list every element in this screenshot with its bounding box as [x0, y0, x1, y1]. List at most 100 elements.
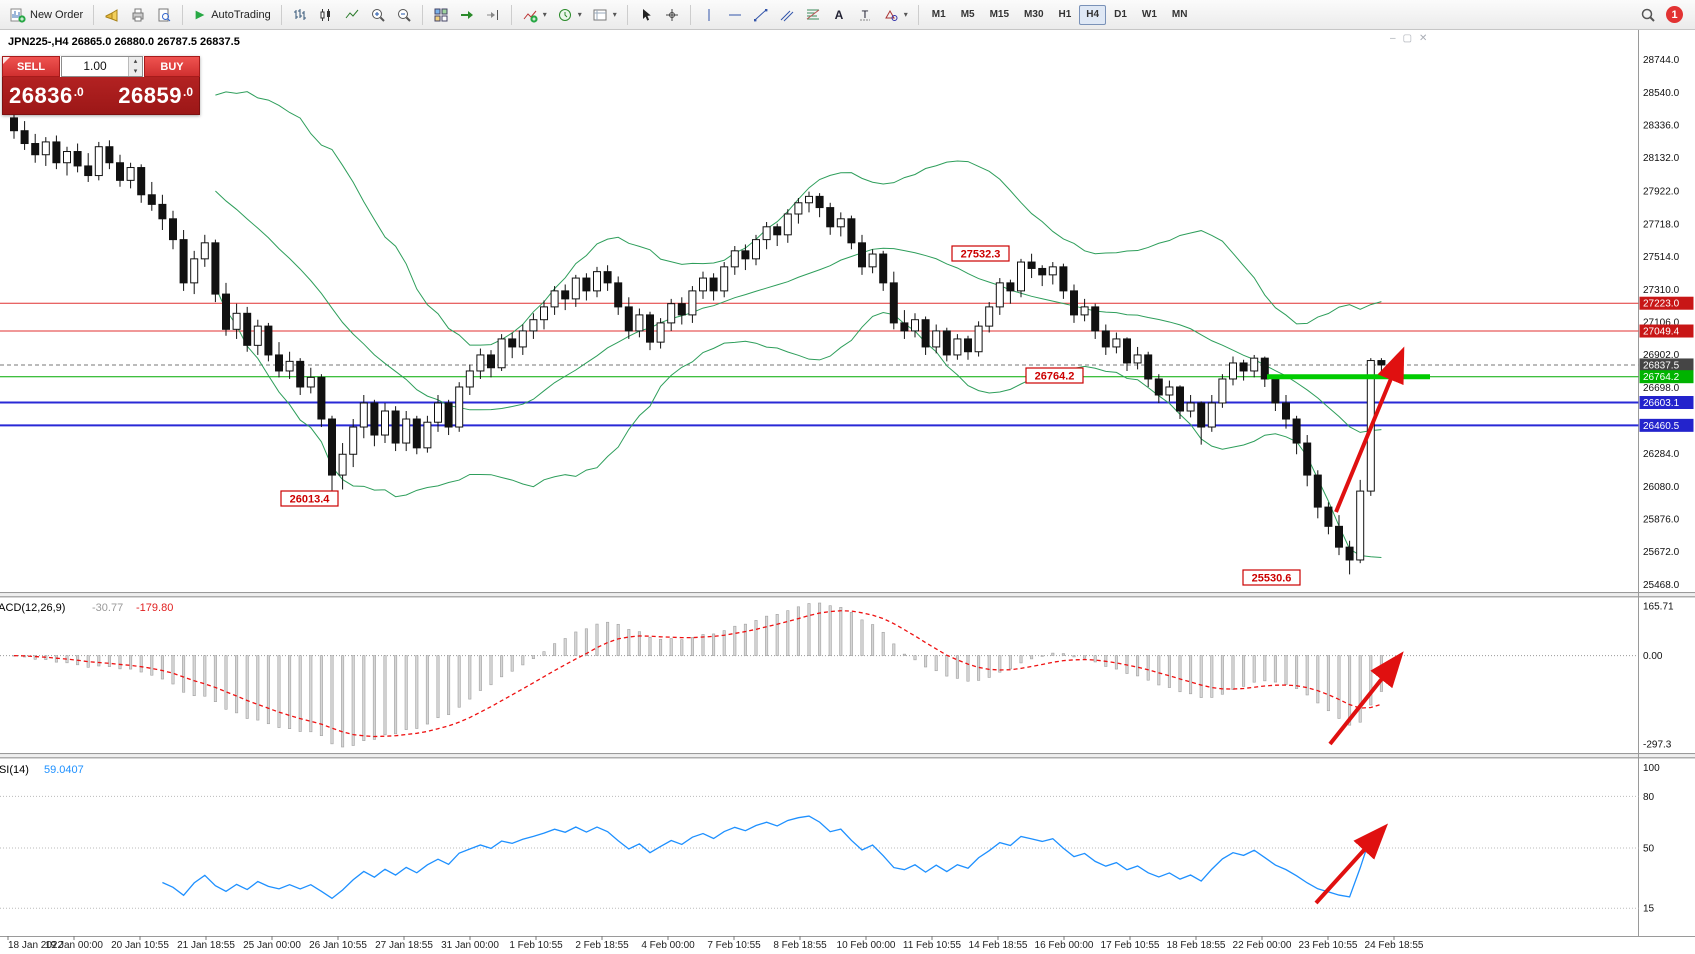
trend-arrow[interactable]: [1328, 651, 1404, 746]
candle: [52, 141, 61, 164]
autotrading-button[interactable]: AutoTrading: [189, 3, 275, 27]
cursor-button[interactable]: [634, 3, 658, 27]
candle: [31, 143, 40, 156]
trendline-button[interactable]: [749, 3, 773, 27]
candle: [688, 290, 697, 316]
ask-price[interactable]: 26859.0: [118, 82, 193, 108]
print-preview-icon: [156, 7, 172, 23]
candle: [1218, 378, 1227, 404]
bid-price[interactable]: 26836.0: [9, 82, 84, 108]
price-badge-label: 26603.1: [1643, 398, 1680, 409]
macd-signal-value: -179.80: [136, 602, 173, 614]
macd-histogram: [12, 602, 1383, 748]
timeframe-m5[interactable]: M5: [954, 5, 982, 25]
notification-badge[interactable]: 1: [1666, 6, 1683, 23]
templates-button[interactable]: ▾: [588, 3, 621, 27]
megaphone-button[interactable]: [100, 3, 124, 27]
chart-shift-button[interactable]: [481, 3, 505, 27]
timeframe-m1[interactable]: M1: [925, 5, 953, 25]
candle: [911, 319, 919, 332]
crosshair-button[interactable]: [660, 3, 684, 27]
candle: [126, 167, 135, 181]
candle: [571, 277, 580, 300]
price-callout-label: 25530.6: [1252, 573, 1292, 585]
candle: [1377, 360, 1386, 366]
candle: [699, 277, 707, 292]
text-label-icon: T: [857, 7, 873, 23]
buy-button[interactable]: BUY: [144, 56, 200, 77]
chevron-down-icon: ▾: [577, 10, 582, 19]
new-order-button[interactable]: New Order: [6, 3, 87, 27]
zoom-in-button[interactable]: [366, 3, 390, 27]
text-label-button[interactable]: T: [853, 3, 877, 27]
bar-chart-button[interactable]: [288, 3, 312, 27]
tile-windows-button[interactable]: [429, 3, 453, 27]
chevron-down-icon: ▾: [542, 10, 547, 19]
candlestick-button[interactable]: [314, 3, 338, 27]
volume-decrease-button[interactable]: ▾: [129, 66, 142, 76]
candle: [635, 314, 644, 332]
candle: [1006, 282, 1015, 292]
print-button[interactable]: [126, 3, 150, 27]
price-callout-26764.2[interactable]: [1025, 367, 1084, 384]
auto-scroll-button[interactable]: [455, 3, 479, 27]
zoom-out-button[interactable]: [392, 3, 416, 27]
bar-chart-icon: [292, 7, 308, 23]
timeframe-mn[interactable]: MN: [1165, 5, 1195, 25]
candle: [1335, 525, 1343, 548]
chart-background: [0, 30, 1695, 954]
sell-button[interactable]: SELL: [2, 56, 60, 77]
candle: [232, 312, 241, 330]
channel-button[interactable]: [775, 3, 799, 27]
indicators-button[interactable]: ▾: [518, 3, 551, 27]
line-chart-button[interactable]: [340, 3, 364, 27]
timeframe-h1[interactable]: H1: [1052, 5, 1079, 25]
trend-arrow[interactable]: [1334, 346, 1405, 513]
close-icon[interactable]: ✕: [1419, 33, 1428, 44]
time-axis-label: 22 Feb 00:00: [1233, 940, 1292, 951]
restore-icon[interactable]: ▢: [1402, 33, 1413, 44]
auto-scroll-icon: [459, 7, 475, 23]
vertical-line-button[interactable]: [697, 3, 721, 27]
price-callout-27532.3[interactable]: [951, 245, 1010, 262]
print-preview-button[interactable]: [152, 3, 176, 27]
candle: [942, 330, 951, 356]
candle: [847, 218, 856, 244]
search-button[interactable]: [1636, 3, 1660, 27]
periods-button[interactable]: ▾: [553, 3, 586, 27]
price-callout-25530.6[interactable]: [1242, 569, 1301, 586]
time-axis-label: 4 Feb 00:00: [641, 940, 695, 951]
shapes-button[interactable]: ▾: [879, 3, 912, 27]
volume-increase-button[interactable]: ▴: [129, 57, 142, 67]
price-axis-label: 25468.0: [1643, 580, 1680, 591]
price-callout-label: 26764.2: [1035, 371, 1075, 383]
macd-main-value: -30.77: [92, 602, 123, 614]
timeframe-h4[interactable]: H4: [1079, 4, 1107, 25]
timeframe-w1[interactable]: W1: [1135, 5, 1164, 25]
time-axis-label: 21 Jan 18:55: [177, 940, 235, 951]
timeframe-m15[interactable]: M15: [983, 5, 1016, 25]
collapse-one-click-icon[interactable]: [3, 57, 10, 64]
candle: [677, 303, 686, 316]
candle: [614, 282, 623, 308]
price-callout-26013.4[interactable]: [280, 490, 339, 507]
trend-arrow[interactable]: [1314, 823, 1389, 905]
timeframe-m30[interactable]: M30: [1017, 5, 1050, 25]
minimize-icon[interactable]: –: [1390, 33, 1396, 44]
candle: [169, 218, 177, 241]
candle: [41, 141, 50, 156]
crosshair-icon: [664, 7, 680, 23]
candle: [434, 402, 442, 423]
price-axis-label: 26902.0: [1643, 350, 1680, 361]
candle: [858, 242, 866, 268]
one-click-prices: 26836.0 26859.0: [2, 77, 200, 115]
timeframe-d1[interactable]: D1: [1107, 5, 1134, 25]
fibonacci-button[interactable]: [801, 3, 825, 27]
candle: [794, 202, 803, 215]
candle: [550, 290, 559, 308]
horizontal-line-button[interactable]: [723, 3, 747, 27]
text-button[interactable]: A: [827, 3, 851, 27]
candle: [179, 239, 188, 284]
volume-input[interactable]: 1.00 ▴ ▾: [61, 56, 143, 77]
